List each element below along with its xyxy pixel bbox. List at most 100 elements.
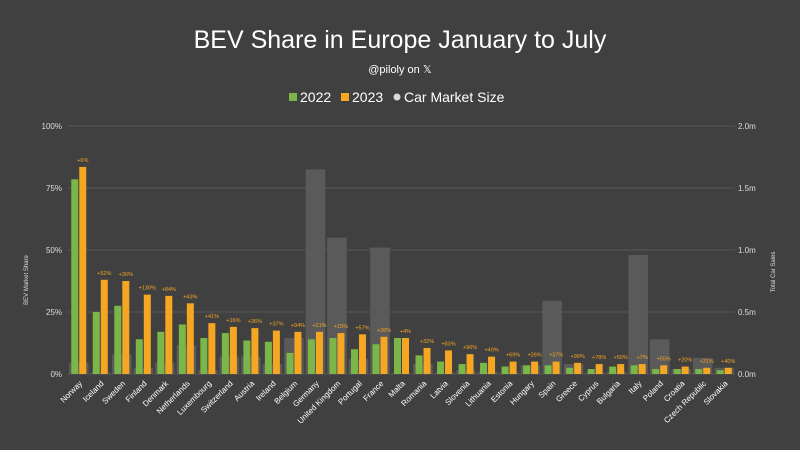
bar-2023 <box>638 364 646 374</box>
bar-2022 <box>157 331 165 374</box>
bar-2022 <box>71 179 79 374</box>
y2-tick-label: 0.0m <box>738 370 756 379</box>
legend-marker-2022 <box>289 93 297 101</box>
market-size-bar <box>413 364 433 374</box>
bar-2023 <box>337 333 345 374</box>
growth-label: +26% <box>377 328 391 334</box>
growth-label: +15% <box>334 324 348 330</box>
y2-tick-label: 2.0m <box>738 122 756 131</box>
category-label: France <box>361 379 385 403</box>
bar-2023 <box>531 361 539 374</box>
growth-label: +96% <box>463 345 477 351</box>
bar-2022 <box>243 340 251 374</box>
market-size-bar <box>133 367 154 374</box>
category-label: Portugal <box>336 379 364 407</box>
y-tick-label: 50% <box>46 246 62 255</box>
bar-2022 <box>350 349 358 374</box>
bar-2022 <box>114 305 122 374</box>
market-size-bar <box>305 169 326 374</box>
y-tick-label: 0% <box>50 370 62 379</box>
bar-2023 <box>466 354 474 374</box>
market-size-bar <box>520 365 541 374</box>
growth-label: +31% <box>700 359 714 365</box>
bar-2022 <box>695 369 703 374</box>
bar-2022 <box>394 338 401 374</box>
bar-2022 <box>544 365 552 374</box>
bar-2022 <box>501 366 509 374</box>
market-size-bar <box>198 370 218 374</box>
category-label: Bulgaria <box>595 379 623 407</box>
y2-tick-label: 1.5m <box>738 184 756 193</box>
bar-2023 <box>315 331 323 374</box>
growth-label: +83% <box>441 341 455 347</box>
growth-label: +4% <box>400 329 411 335</box>
growth-label: +20% <box>678 358 692 364</box>
bar-2023 <box>100 279 108 374</box>
growth-annotations: +6% +52% +36% +130% +84% +43% +41% +16% +36% +37%… <box>77 158 735 365</box>
market-size-bar <box>628 254 648 374</box>
bar-2022 <box>135 339 143 374</box>
growth-label: +41% <box>205 314 219 320</box>
bar-2023 <box>143 294 151 374</box>
bar-2022 <box>566 367 574 374</box>
growth-label: +99% <box>571 354 585 360</box>
bar-2022 <box>264 341 272 374</box>
bar-2023 <box>186 303 194 374</box>
growth-label: +69% <box>506 353 520 359</box>
growth-label: +49% <box>484 348 498 354</box>
y-axis-label: BEV Market Share <box>24 254 30 304</box>
market-size-bar <box>606 371 627 374</box>
bar-2022 <box>92 312 100 374</box>
bar-2022 <box>652 369 660 374</box>
market-size-bar <box>585 372 605 374</box>
category-label: Hungary <box>508 379 536 407</box>
growth-label: +7% <box>637 355 648 361</box>
category-label: Norway <box>59 379 85 405</box>
market-size-bar <box>434 372 455 374</box>
market-size-bar <box>671 369 691 374</box>
growth-label: +84% <box>162 287 176 293</box>
bar-2023 <box>445 350 453 374</box>
bar-2023 <box>595 364 603 374</box>
bar-2022 <box>480 362 488 374</box>
growth-label: +43% <box>183 294 197 300</box>
bar-2023 <box>681 366 689 374</box>
y-tick-label: 100% <box>42 122 62 131</box>
growth-label: +16% <box>226 318 240 324</box>
category-label: Greece <box>554 379 579 404</box>
growth-label: +37% <box>549 353 563 359</box>
growth-label: +32% <box>420 339 434 345</box>
bar-2023 <box>208 323 216 374</box>
bar-2023 <box>358 334 366 374</box>
bar-2023 <box>272 330 280 374</box>
y2-tick-label: 1.0m <box>738 246 756 255</box>
legend-label-2023: 2023 <box>352 89 383 105</box>
growth-label: +78% <box>592 355 606 361</box>
market-size-bar <box>477 371 498 374</box>
category-label: Slovakia <box>702 379 730 407</box>
legend-label-2022: 2022 <box>300 89 331 105</box>
market-size-bar <box>69 362 89 374</box>
bar-2023 <box>423 347 431 374</box>
bar-2022 <box>523 365 531 374</box>
legend-label-market: Car Market Size <box>404 89 505 105</box>
bar-2023 <box>724 367 732 374</box>
bar-2023 <box>251 328 259 374</box>
growth-label: +50% <box>614 355 628 361</box>
bar-2023 <box>660 365 668 374</box>
market-size-bar <box>563 364 584 374</box>
growth-label: +57% <box>355 325 369 331</box>
legend-marker-2023 <box>341 93 349 101</box>
bar-2023 <box>79 166 87 374</box>
bev-share-bars <box>71 166 732 374</box>
growth-label: +55% <box>657 356 671 362</box>
bar-2022 <box>437 361 445 374</box>
growth-label: +26% <box>527 353 541 359</box>
chart-title: BEV Share in Europe January to July <box>194 26 607 54</box>
market-size-bar <box>90 372 111 374</box>
bar-2023 <box>380 336 388 374</box>
bar-2023 <box>488 356 496 374</box>
chart-subtitle: @piloly on 𝕏 <box>368 64 432 76</box>
y-tick-label: 25% <box>46 308 62 317</box>
market-size-bar <box>262 364 283 374</box>
